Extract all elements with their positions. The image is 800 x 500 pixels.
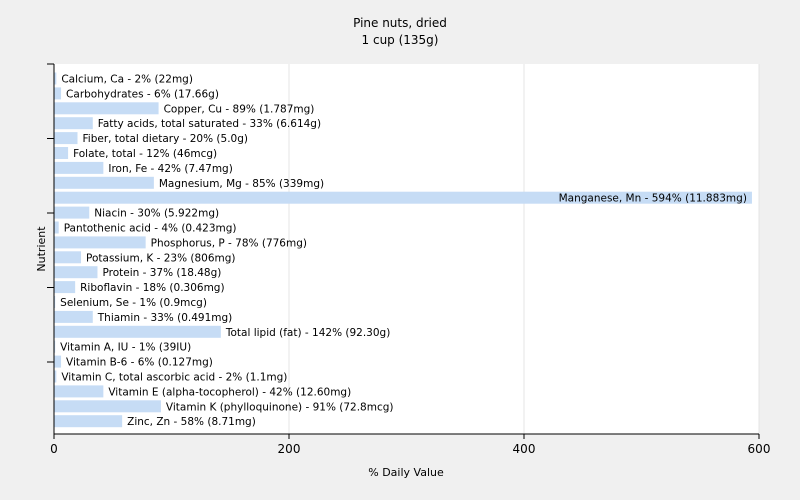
bar-label: Calcium, Ca - 2% (22mg) — [61, 74, 193, 86]
x-axis-label: % Daily Value — [368, 466, 444, 479]
bar — [54, 325, 221, 338]
bar-label: Magnesium, Mg - 85% (339mg) — [159, 178, 324, 190]
bar — [54, 251, 82, 264]
bar — [54, 147, 69, 159]
bar — [54, 176, 154, 189]
bar — [54, 87, 62, 100]
bar-label: Folate, total - 12% (46mcg) — [73, 148, 217, 160]
grid-lines — [288, 64, 760, 434]
bar — [54, 206, 90, 219]
x-tick-label: 400 — [513, 442, 536, 456]
bar — [54, 72, 57, 85]
bar — [54, 400, 161, 413]
x-tick-label: 200 — [278, 442, 301, 456]
bar-label: Vitamin A, IU - 1% (39IU) — [60, 342, 191, 354]
axes: 0 200 400 600 — [47, 63, 771, 456]
x-tick-label: 0 — [50, 442, 58, 456]
bar-label: Selenium, Se - 1% (0.9mcg) — [60, 297, 207, 309]
chart-subtitle: 1 cup (135g) — [362, 33, 439, 47]
bar-label: Zinc, Zn - 58% (8.71mg) — [127, 416, 256, 428]
bar — [54, 161, 104, 174]
bar — [54, 132, 78, 145]
bar-label: Riboflavin - 18% (0.306mg) — [80, 282, 224, 294]
bar-label: Thiamin - 33% (0.491mg) — [97, 312, 233, 324]
bar-label: Vitamin K (phylloquinone) - 91% (72.8mcg… — [166, 401, 394, 413]
bar — [54, 310, 93, 323]
bar-label: Manganese, Mn - 594% (11.883mg) — [559, 193, 747, 205]
bar-label: Protein - 37% (18.48g) — [102, 267, 221, 279]
bar — [54, 370, 57, 383]
bar — [54, 340, 56, 353]
bar — [54, 191, 752, 204]
bar-label: Fatty acids, total saturated - 33% (6.61… — [98, 118, 321, 130]
bar — [54, 385, 104, 398]
y-axis-label: Nutrient — [35, 226, 48, 272]
bar-label: Fiber, total dietary - 20% (5.0g) — [83, 133, 248, 145]
bar — [54, 355, 62, 368]
bar-label: Phosphorus, P - 78% (776mg) — [151, 237, 307, 249]
bar — [54, 296, 56, 308]
bar-label: Total lipid (fat) - 142% (92.30g) — [225, 327, 390, 339]
bar-labels: Calcium, Ca - 2% (22mg) Carbohydrates - 6… — [60, 74, 747, 429]
bar-label: Iron, Fe - 42% (7.47mg) — [108, 163, 232, 175]
bar — [54, 415, 123, 428]
bar — [54, 221, 59, 234]
bar — [54, 281, 76, 294]
bar-label: Niacin - 30% (5.922mg) — [94, 208, 219, 220]
plot-area — [54, 64, 759, 434]
bars — [54, 72, 752, 428]
bar-label: Potassium, K - 23% (806mg) — [86, 252, 236, 264]
chart-title: Pine nuts, dried — [353, 16, 447, 30]
bar — [54, 102, 159, 115]
bar-label: Carbohydrates - 6% (17.66g) — [66, 88, 219, 100]
bar-label: Vitamin E (alpha-tocopherol) - 42% (12.6… — [108, 386, 351, 398]
bar-label: Vitamin C, total ascorbic acid - 2% (1.1… — [61, 372, 287, 384]
bar-label: Vitamin B-6 - 6% (0.127mg) — [66, 357, 213, 369]
bar — [54, 266, 98, 279]
bar-label: Copper, Cu - 89% (1.787mg) — [164, 103, 315, 115]
bar — [54, 117, 93, 130]
x-tick-label: 600 — [748, 442, 771, 456]
bar — [54, 236, 146, 249]
bar-label: Pantothenic acid - 4% (0.423mg) — [64, 223, 237, 235]
